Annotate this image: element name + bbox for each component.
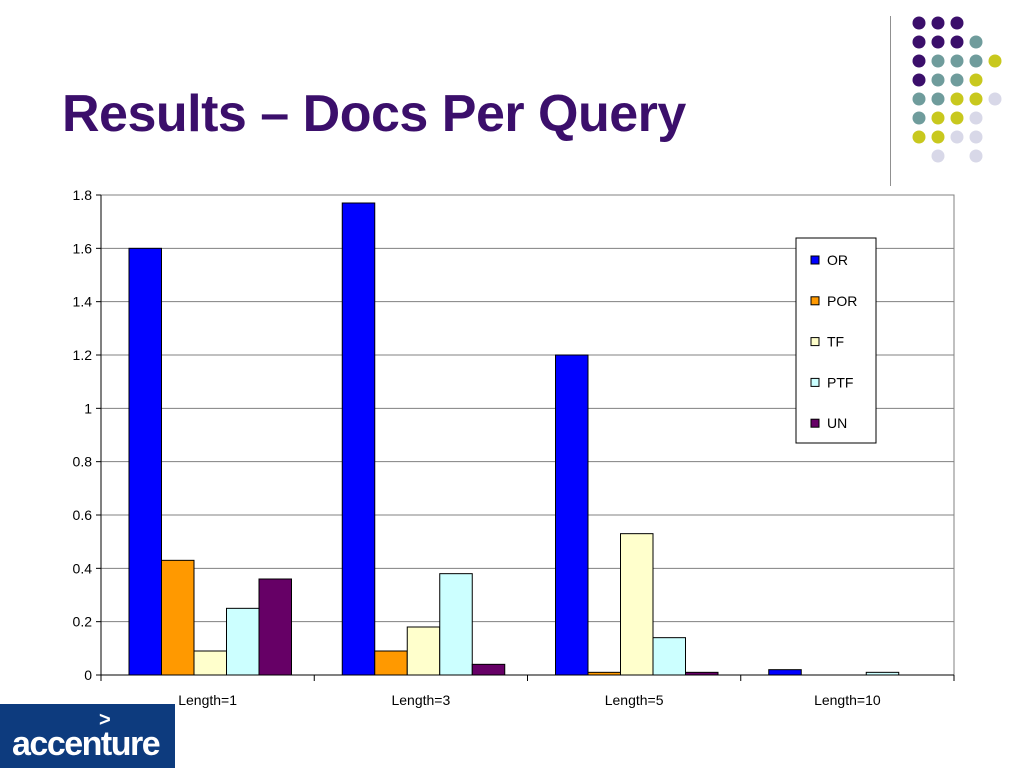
bar-or-length-1: [128, 247, 162, 676]
chart-legend: OR POR TF PTF UN: [795, 237, 877, 444]
legend-swatch-or: [810, 255, 820, 265]
bar-or-length-3: [341, 202, 376, 676]
y-tick-label: 1: [84, 400, 92, 416]
accenture-logo: > accenture: [0, 704, 175, 768]
legend-label-or: OR: [827, 252, 848, 268]
legend-label-tf: TF: [827, 334, 844, 350]
bar-un-length-3: [471, 663, 506, 676]
y-tick-label: 1.2: [73, 347, 93, 363]
x-tick-label: Length=1: [178, 692, 237, 708]
x-tick-label: Length=5: [605, 692, 664, 708]
legend-label-un: UN: [827, 415, 847, 431]
bar-tf-length-5: [620, 533, 654, 676]
x-tick-label: Length=10: [814, 692, 881, 708]
bar-or-length-5: [555, 354, 589, 676]
y-tick-label: 0.4: [73, 560, 93, 576]
bar-por-length-1: [161, 559, 195, 676]
title-divider: [890, 16, 891, 186]
legend-label-por: POR: [827, 293, 857, 309]
y-tick-label: 0.6: [73, 507, 93, 523]
legend-box: [795, 237, 877, 444]
bar-por-length-3: [374, 650, 408, 676]
legend-swatch-por: [810, 296, 820, 306]
logo-chevron-icon: >: [99, 709, 111, 731]
bar-or-length-10: [768, 669, 802, 676]
y-tick-label: 1.6: [73, 240, 93, 256]
y-tick-label: 1.8: [73, 187, 93, 203]
y-tick-label: 1.4: [73, 294, 93, 310]
y-tick-label: 0: [84, 667, 92, 683]
bar-tf-length-3: [406, 626, 441, 676]
x-tick-label: Length=3: [391, 692, 450, 708]
legend-swatch-ptf: [810, 377, 820, 387]
slide-title: Results – Docs Per Query: [62, 85, 686, 143]
bar-ptf-length-3: [439, 573, 473, 676]
legend-swatch-tf: [810, 337, 820, 347]
y-tick-label: 0.8: [73, 454, 93, 470]
chart-bars: [128, 202, 900, 676]
legend-swatch-un: [810, 418, 820, 428]
legend-label-ptf: PTF: [827, 374, 853, 390]
logo-text: accenture: [12, 725, 161, 763]
bar-un-length-1: [258, 578, 292, 676]
chart-axes: 0 0.2 0.4 0.6 0.8 1 1.2 1.4 1.6 1.8 Length=1 Length…: [73, 187, 955, 708]
bar-ptf-length-1: [226, 607, 260, 676]
bar-ptf-length-5: [652, 637, 686, 676]
y-tick-label: 0.2: [73, 614, 93, 630]
bar-tf-length-1: [193, 650, 227, 676]
